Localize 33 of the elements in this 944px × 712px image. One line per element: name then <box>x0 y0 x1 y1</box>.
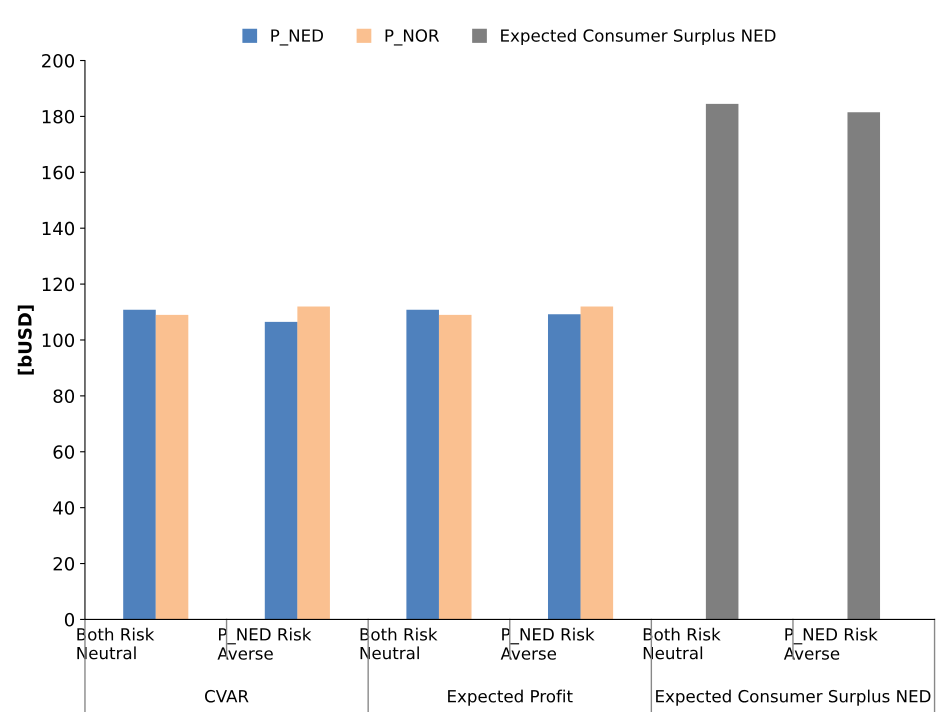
bar <box>706 104 738 620</box>
y-tick-label: 100 <box>42 333 74 348</box>
legend-label: P_NOR <box>386 29 440 46</box>
y-axis-title: [bUSD] <box>18 305 34 374</box>
y-tick-label: 40 <box>53 501 74 515</box>
y-tick-label: 160 <box>42 166 74 180</box>
x-tick-label: P_NED Risk Averse <box>500 628 595 660</box>
legend-label: Expected Consumer Surplus NED <box>501 28 776 46</box>
y-tick-label: 140 <box>42 222 74 236</box>
bar <box>264 322 298 620</box>
text: Expected Consumer Surplus NED <box>656 690 930 706</box>
bar <box>438 314 472 620</box>
x-tick-label: P_NED Risk Averse <box>217 628 312 660</box>
legend-label: P_NED <box>271 29 323 46</box>
x-tick-label: Both Risk Neutral <box>77 628 154 660</box>
x-tick-label: Both Risk Neutral <box>644 628 721 660</box>
bar <box>406 310 439 620</box>
text: CVAR <box>205 690 249 703</box>
bar <box>297 306 330 620</box>
bar <box>156 314 188 620</box>
x-tick-label: P_NED Risk Averse <box>784 628 878 660</box>
y-tick-label: 0 <box>64 612 74 627</box>
y-tick-label: 20 <box>54 557 74 571</box>
bar <box>580 306 614 620</box>
bar <box>548 314 581 620</box>
y-tick-label: 60 <box>54 445 74 459</box>
y-tick-label: 120 <box>42 278 74 292</box>
y-tick-label: 180 <box>42 110 74 124</box>
y-tick-label: 200 <box>42 54 74 68</box>
bar <box>847 112 880 620</box>
y-tick-label: 80 <box>53 389 74 403</box>
bar <box>123 310 156 620</box>
text: Expected Profit <box>448 690 573 706</box>
